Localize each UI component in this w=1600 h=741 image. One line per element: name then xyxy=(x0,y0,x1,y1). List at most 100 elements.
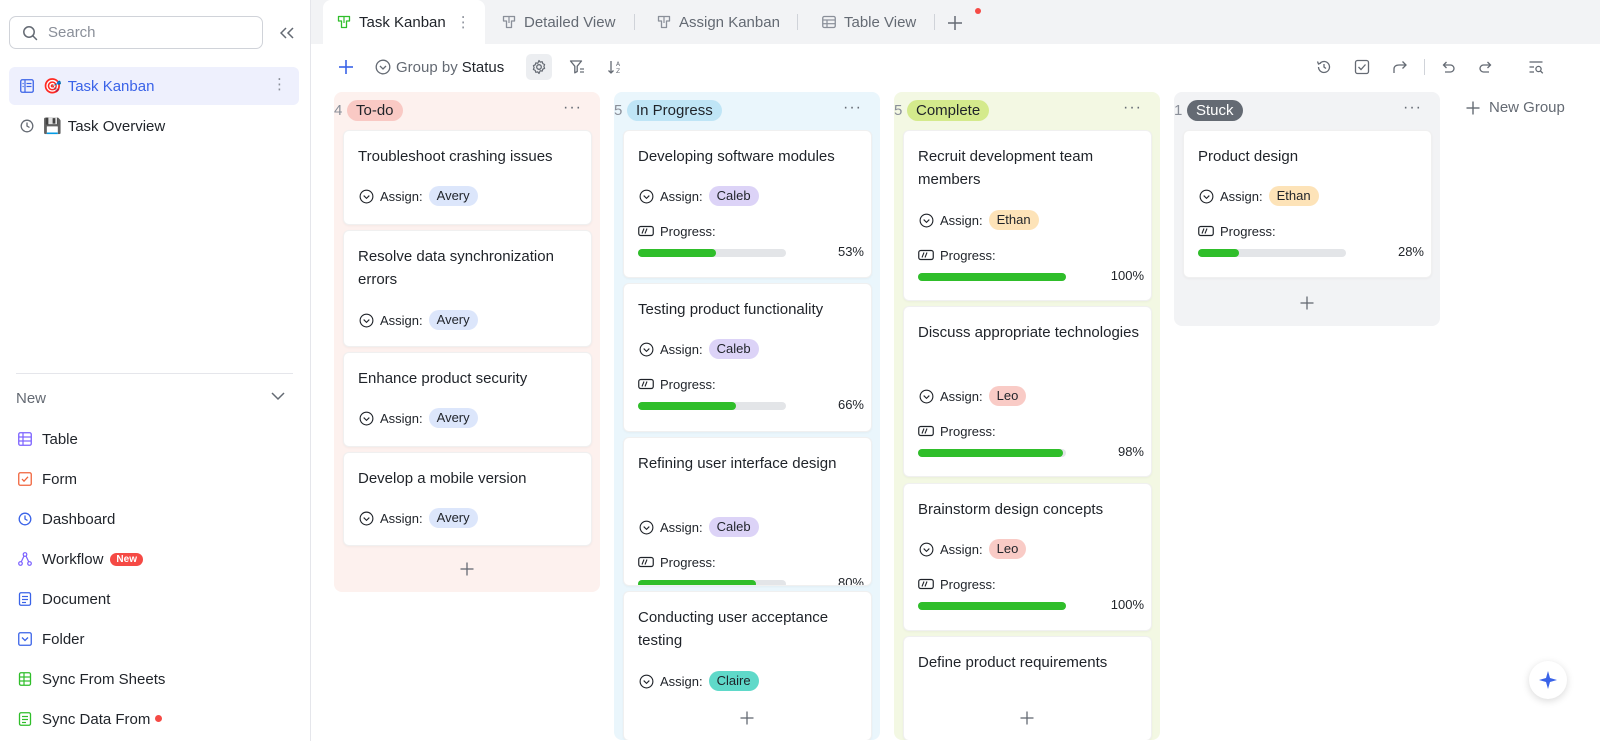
kanban-card[interactable]: Testing product functionality Assign: Cale… xyxy=(623,283,872,432)
person-select-icon xyxy=(638,188,654,204)
kanban-card[interactable]: Product design Assign: Ethan Progress: 28% xyxy=(1183,130,1432,278)
progress-bar: 66% xyxy=(638,397,864,415)
sidebar-item-task-kanban[interactable]: 🎯 Task Kanban ⋮ xyxy=(9,67,299,105)
more-options-icon[interactable]: ⋮ xyxy=(272,76,287,93)
assignee-tag[interactable]: Ethan xyxy=(1268,186,1319,206)
assignee-tag[interactable]: Caleb xyxy=(708,517,759,537)
assignee-tag[interactable]: Avery xyxy=(428,408,478,428)
progress-bar: 98% xyxy=(918,444,1144,462)
tab-assign-kanban[interactable]: Assign Kanban xyxy=(657,0,780,44)
progress-field: Progress: xyxy=(1198,220,1276,242)
add-view-button[interactable] xyxy=(944,12,966,34)
dashboard-icon xyxy=(17,511,33,527)
plus-icon xyxy=(460,562,474,576)
new-form-item[interactable]: Form xyxy=(17,467,77,491)
kanban-card[interactable]: Brainstorm design concepts Assign: Leo Prog… xyxy=(903,483,1152,631)
svg-text:Z: Z xyxy=(616,68,620,75)
new-folder-item[interactable]: Folder xyxy=(17,627,85,651)
assign-label: Assign: xyxy=(940,388,983,404)
progress-icon xyxy=(638,376,654,392)
more-options-icon[interactable]: ··· xyxy=(1123,99,1142,116)
search-input[interactable]: Search xyxy=(9,16,263,49)
card-title: Testing product functionality xyxy=(638,301,824,318)
kanban-card[interactable]: Develop a mobile version Assign: Avery xyxy=(343,452,592,546)
new-group-button[interactable]: New Group xyxy=(1466,99,1565,116)
new-table-item[interactable]: Table xyxy=(17,427,78,451)
undo-button[interactable] xyxy=(1435,54,1461,80)
new-workflow-item[interactable]: Workflow New xyxy=(17,547,143,571)
tab-detailed-view[interactable]: Detailed View xyxy=(502,0,615,44)
kanban-card[interactable]: Developing software modules Assign: Caleb P… xyxy=(623,130,872,278)
redo-button[interactable] xyxy=(1473,54,1499,80)
assign-label: Assign: xyxy=(660,188,703,204)
person-select-icon xyxy=(358,312,374,328)
kanban-card[interactable]: Discuss appropriate technologies Assign: L… xyxy=(903,306,1152,477)
new-sync-sheets-item[interactable]: Sync From Sheets xyxy=(17,667,165,691)
sync-sheets-icon xyxy=(17,671,33,687)
sidebar-item-task-overview[interactable]: 💾 Task Overview xyxy=(9,107,299,145)
progress-bar: 53% xyxy=(638,244,864,262)
ai-assistant-button[interactable] xyxy=(1529,661,1567,699)
status-pill[interactable]: To-do xyxy=(347,100,403,121)
tab-task-kanban[interactable]: Task Kanban ⋮ xyxy=(323,0,485,44)
tasks-button[interactable] xyxy=(1349,54,1375,80)
tab-separator xyxy=(934,14,935,30)
add-card-button[interactable] xyxy=(1016,707,1038,729)
status-pill[interactable]: Complete xyxy=(907,100,990,121)
card-title: Enhance product security xyxy=(358,370,528,387)
new-item-label: Sync Data From xyxy=(42,710,151,728)
assignee-tag[interactable]: Caleb xyxy=(708,339,759,359)
assignee-tag[interactable]: Caleb xyxy=(708,186,759,206)
group-by-button[interactable]: Group by Status xyxy=(375,54,504,80)
status-pill[interactable]: Stuck xyxy=(1187,100,1243,121)
progress-field: Progress: xyxy=(638,220,716,242)
add-card-button[interactable] xyxy=(736,707,758,729)
tab-more-icon[interactable]: ⋮ xyxy=(455,14,471,31)
assign-field: Assign: Avery xyxy=(358,507,478,529)
assignee-tag[interactable]: Ethan xyxy=(988,210,1039,230)
filter-button[interactable] xyxy=(564,54,590,80)
more-options-icon[interactable]: ··· xyxy=(1403,99,1422,116)
more-options-icon[interactable]: ··· xyxy=(563,99,582,116)
assignee-tag[interactable]: Avery xyxy=(428,508,478,528)
new-item-label: Workflow xyxy=(42,550,104,568)
collapse-sidebar-icon[interactable] xyxy=(276,22,298,44)
workflow-icon xyxy=(17,551,33,567)
svg-text:A: A xyxy=(616,61,621,68)
kanban-card[interactable]: Resolve data synchronization errors Assig… xyxy=(343,230,592,347)
kanban-card[interactable]: Enhance product security Assign: Avery xyxy=(343,352,592,447)
new-sync-data-item[interactable]: Sync Data From xyxy=(17,707,163,731)
status-pill[interactable]: In Progress xyxy=(627,100,722,121)
assignee-tag[interactable]: Leo xyxy=(988,386,1027,406)
assign-label: Assign: xyxy=(380,188,423,204)
progress-field: Progress: xyxy=(918,573,996,595)
add-record-button[interactable] xyxy=(333,54,359,80)
history-button[interactable] xyxy=(1311,54,1337,80)
progress-track xyxy=(638,580,786,585)
form-icon xyxy=(17,471,33,487)
kanban-card[interactable]: Recruit development team members Assign: E… xyxy=(903,130,1152,301)
assignee-tag[interactable]: Claire xyxy=(708,671,759,691)
search-records-button[interactable] xyxy=(1523,54,1549,80)
add-card-button[interactable] xyxy=(1296,292,1318,314)
assignee-tag[interactable]: Avery xyxy=(428,186,478,206)
new-dashboard-item[interactable]: Dashboard xyxy=(17,507,115,531)
more-options-icon[interactable]: ··· xyxy=(843,99,862,116)
share-button[interactable] xyxy=(1387,54,1413,80)
new-section-header[interactable]: New xyxy=(16,386,286,410)
kanban-column-complete: Complete 5 ··· Recruit development team mem… xyxy=(894,92,1160,740)
new-item-label: Folder xyxy=(42,630,85,648)
settings-button[interactable] xyxy=(526,54,552,80)
kanban-view-icon xyxy=(502,15,516,29)
kanban-card[interactable]: Refining user interface design Assign: Cal… xyxy=(623,437,872,586)
new-document-item[interactable]: Document xyxy=(17,587,110,611)
add-card-button[interactable] xyxy=(456,558,478,580)
assignee-tag[interactable]: Avery xyxy=(428,310,478,330)
card-title: Define product requirements xyxy=(918,654,1108,671)
assign-field: Assign: Caleb xyxy=(638,516,759,538)
tab-table-view[interactable]: Table View xyxy=(822,0,916,44)
assignee-tag[interactable]: Leo xyxy=(988,539,1027,559)
kanban-card[interactable]: Troubleshoot crashing issues Assign: Avery xyxy=(343,130,592,225)
assign-field: Assign: Ethan xyxy=(918,209,1039,231)
